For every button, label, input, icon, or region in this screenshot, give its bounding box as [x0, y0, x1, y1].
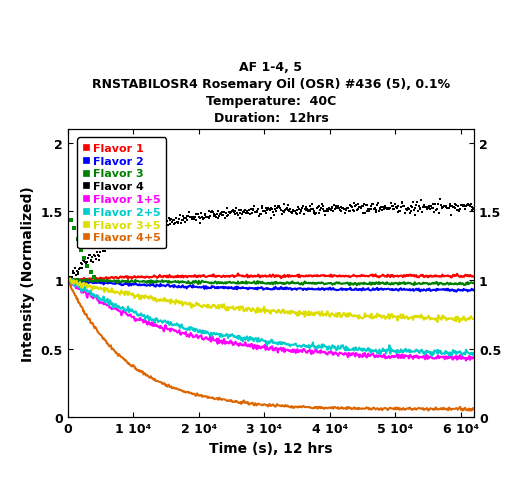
- Line: Flavor 2+5: Flavor 2+5: [68, 279, 474, 357]
- Flavor 3: [307, 281, 314, 287]
- Flavor 1: [399, 274, 405, 280]
- Line: Flavor 2: Flavor 2: [68, 279, 474, 292]
- Flavor 4: [463, 204, 469, 210]
- Legend: Flavor 1, Flavor 2, Flavor 3, Flavor 4, Flavor 1+5, Flavor 2+5, Flavor 3+5, Flav: Flavor 1, Flavor 2, Flavor 3, Flavor 4, …: [77, 138, 166, 248]
- Flavor 1+5: [307, 348, 314, 354]
- Flavor 2+5: [471, 351, 477, 357]
- Flavor 2: [463, 288, 469, 293]
- Flavor 2: [286, 287, 292, 292]
- Flavor 1: [262, 273, 268, 279]
- Flavor 3+5: [399, 315, 405, 321]
- Flavor 3: [65, 276, 71, 282]
- Flavor 3: [471, 281, 477, 287]
- Flavor 3: [75, 276, 81, 282]
- Flavor 1+5: [66, 278, 72, 284]
- Flavor 2: [453, 289, 460, 295]
- Flavor 3: [258, 280, 265, 286]
- Flavor 2: [65, 277, 71, 283]
- Flavor 2+5: [65, 277, 71, 283]
- Flavor 4+5: [398, 407, 404, 412]
- Flavor 4: [65, 276, 71, 281]
- Flavor 2: [399, 288, 405, 293]
- Flavor 2+5: [463, 347, 469, 353]
- Flavor 2: [261, 287, 267, 292]
- Flavor 4+5: [257, 402, 264, 408]
- Flavor 4: [307, 204, 314, 209]
- Flavor 3+5: [307, 312, 314, 318]
- Flavor 3: [354, 283, 360, 288]
- Flavor 1: [463, 273, 469, 278]
- Flavor 1: [308, 273, 314, 279]
- Flavor 3+5: [471, 317, 477, 323]
- Flavor 3+5: [261, 304, 267, 310]
- Flavor 3+5: [456, 320, 463, 325]
- Flavor 3: [261, 281, 267, 287]
- Title: AF 1-4, 5
RNSTABILOSR4 Rosemary Oil (OSR) #436 (5), 0.1%
Temperature:  40C
Durat: AF 1-4, 5 RNSTABILOSR4 Rosemary Oil (OSR…: [92, 60, 450, 124]
- Flavor 1: [75, 278, 81, 284]
- Flavor 4: [258, 206, 265, 212]
- Y-axis label: Intensity (Normalized): Intensity (Normalized): [21, 186, 35, 361]
- Line: Flavor 1+5: Flavor 1+5: [68, 281, 474, 361]
- Flavor 4+5: [65, 277, 71, 283]
- Flavor 4+5: [306, 404, 313, 410]
- Flavor 4+5: [462, 405, 468, 411]
- Flavor 3: [399, 281, 405, 287]
- Flavor 2+5: [258, 336, 265, 342]
- Flavor 2: [307, 287, 314, 292]
- Flavor 4: [66, 278, 72, 284]
- X-axis label: Time (s), 12 hrs: Time (s), 12 hrs: [209, 441, 333, 455]
- Line: Flavor 3+5: Flavor 3+5: [68, 278, 474, 323]
- Flavor 2+5: [399, 349, 405, 355]
- Flavor 2+5: [307, 344, 314, 349]
- Flavor 2+5: [69, 276, 76, 282]
- Flavor 1: [471, 275, 477, 280]
- Flavor 1+5: [65, 278, 71, 284]
- Flavor 1+5: [399, 353, 405, 359]
- Flavor 4+5: [471, 406, 477, 412]
- Flavor 1+5: [462, 355, 468, 361]
- Flavor 2+5: [261, 338, 267, 344]
- Flavor 4: [471, 207, 477, 213]
- Flavor 4+5: [284, 403, 291, 408]
- Line: Flavor 1: Flavor 1: [68, 274, 474, 281]
- Flavor 4: [437, 196, 443, 202]
- Flavor 3+5: [67, 276, 73, 281]
- Flavor 2: [258, 285, 265, 290]
- Flavor 2: [66, 276, 72, 282]
- Flavor 2+5: [429, 354, 435, 360]
- Line: Flavor 3: Flavor 3: [68, 279, 474, 286]
- Flavor 4: [286, 203, 292, 208]
- Flavor 1: [286, 273, 292, 278]
- Flavor 4+5: [260, 402, 266, 408]
- Flavor 3+5: [286, 311, 292, 317]
- Flavor 3: [463, 280, 469, 286]
- Flavor 3+5: [258, 308, 265, 313]
- Flavor 1: [235, 271, 241, 277]
- Flavor 4+5: [425, 408, 431, 414]
- Line: Flavor 4: Flavor 4: [67, 198, 475, 282]
- Flavor 3: [286, 280, 292, 286]
- Flavor 1: [65, 277, 71, 283]
- Flavor 1+5: [286, 348, 292, 354]
- Flavor 3+5: [65, 280, 71, 286]
- Flavor 2: [471, 287, 477, 293]
- Line: Flavor 4+5: Flavor 4+5: [68, 280, 474, 411]
- Flavor 1+5: [258, 345, 265, 351]
- Flavor 2+5: [286, 342, 292, 348]
- Flavor 1+5: [261, 344, 267, 350]
- Flavor 1+5: [471, 355, 477, 361]
- Flavor 1+5: [463, 358, 469, 364]
- Flavor 4: [261, 209, 267, 215]
- Flavor 4: [399, 201, 405, 206]
- Flavor 3+5: [463, 318, 469, 324]
- Flavor 1: [259, 273, 266, 279]
